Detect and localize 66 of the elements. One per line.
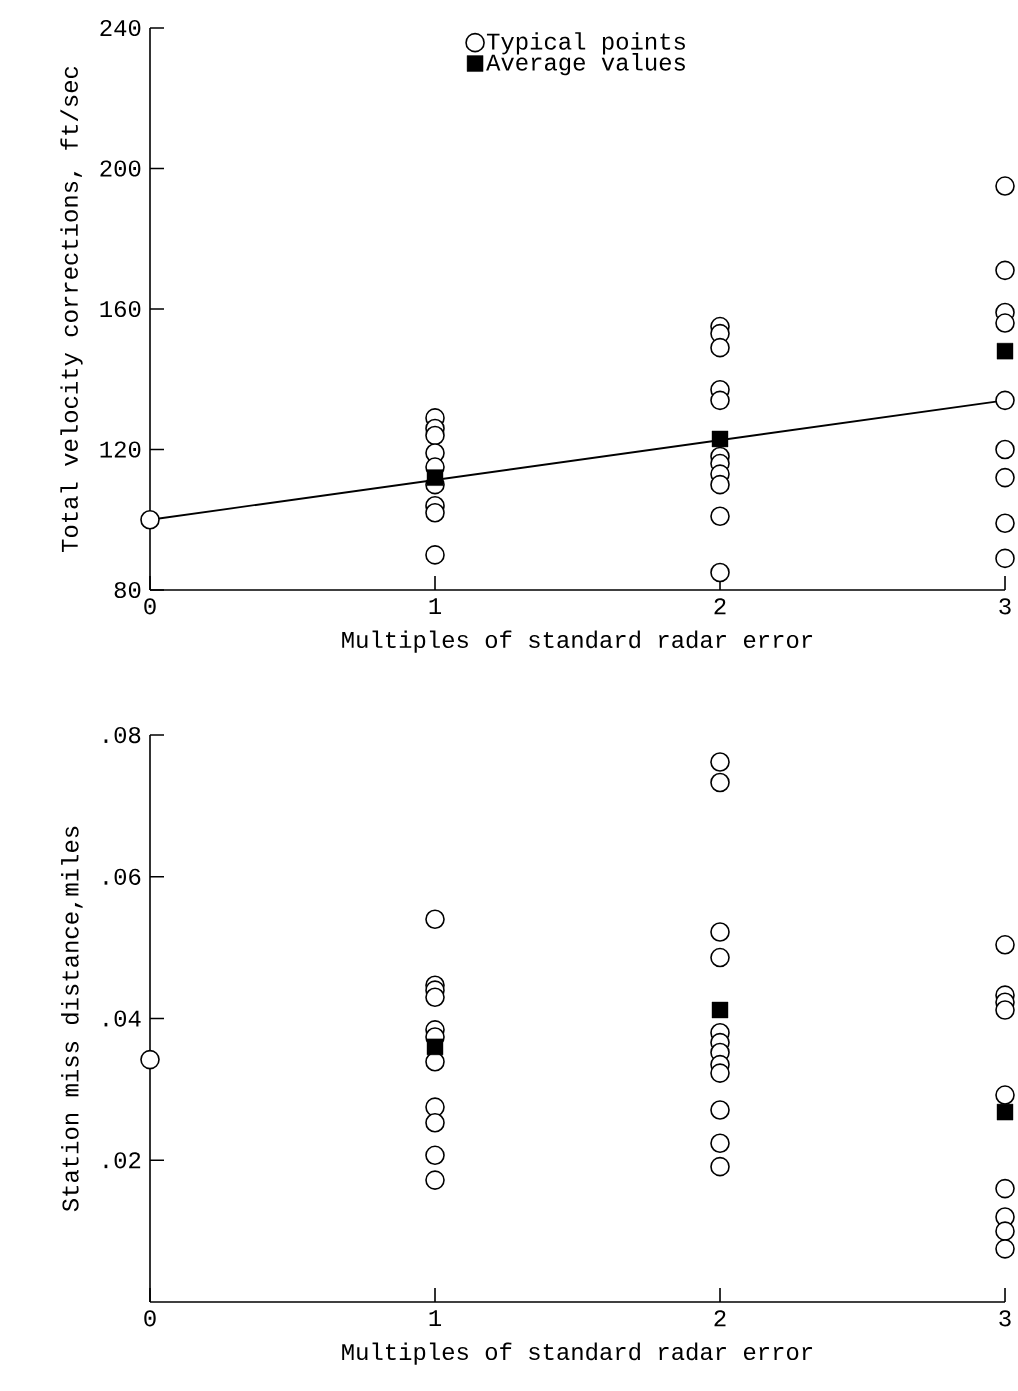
y-tick-label: 80 (114, 581, 141, 599)
point (995, 313, 1015, 333)
point (995, 935, 1015, 955)
point (995, 1178, 1015, 1199)
legend-label: Average values (486, 53, 685, 76)
point (425, 1112, 445, 1133)
point (996, 1103, 1014, 1121)
point (710, 947, 730, 968)
point (710, 772, 730, 793)
point (425, 502, 445, 523)
point (995, 1000, 1015, 1020)
x-tick-label: 1 (429, 1310, 442, 1326)
point (425, 425, 445, 446)
y-tick-label: .02 (104, 1152, 141, 1169)
point (710, 390, 730, 411)
point (710, 1156, 730, 1177)
point (710, 562, 730, 583)
point (425, 987, 445, 1008)
y-tick-label: 120 (100, 441, 141, 458)
x-tick-label: 0 (144, 598, 156, 615)
point (425, 1145, 445, 1166)
x-tick-label: 2 (714, 598, 726, 615)
point (995, 1221, 1015, 1241)
legend-label: Typical points (486, 32, 685, 55)
point (710, 1063, 730, 1083)
point (995, 260, 1015, 281)
y-tick-label: .08 (104, 726, 141, 744)
point (710, 922, 730, 942)
point (995, 467, 1015, 488)
point (711, 1001, 729, 1019)
point (995, 1239, 1015, 1259)
point (710, 1133, 730, 1154)
y-tick-label: .06 (104, 868, 141, 885)
point (995, 439, 1015, 460)
point (995, 1085, 1015, 1105)
point (995, 176, 1015, 196)
point (710, 506, 730, 527)
x-tick-label: 3 (999, 1310, 1011, 1327)
point (710, 474, 730, 495)
point (995, 548, 1015, 569)
point (426, 469, 444, 486)
y-axis-title: Total velocity corrections, ft/sec (60, 66, 83, 553)
x-axis-title: Multiples of standard radar error (342, 1342, 813, 1365)
y-axis-title: Station miss distance,miles (61, 826, 83, 1212)
point (426, 1038, 444, 1056)
x-axis-title: Multiples of standard radar error (342, 630, 813, 653)
y-tick-label: 200 (100, 160, 141, 177)
point (710, 1100, 730, 1120)
point (710, 752, 730, 772)
point (425, 909, 445, 930)
point (140, 509, 160, 530)
point (710, 337, 730, 358)
point (995, 390, 1015, 411)
point (425, 545, 445, 565)
x-tick-label: 3 (999, 598, 1011, 615)
point (711, 430, 729, 448)
x-tick-label: 2 (714, 1310, 726, 1327)
x-tick-label: 1 (429, 598, 442, 614)
point (425, 1170, 445, 1190)
point (140, 1049, 160, 1070)
y-tick-label: .04 (104, 1010, 141, 1027)
point (995, 513, 1015, 534)
point (996, 342, 1014, 360)
y-tick-label: 160 (100, 300, 141, 318)
y-tick-label: 240 (100, 19, 141, 37)
x-tick-label: 0 (144, 1310, 156, 1327)
